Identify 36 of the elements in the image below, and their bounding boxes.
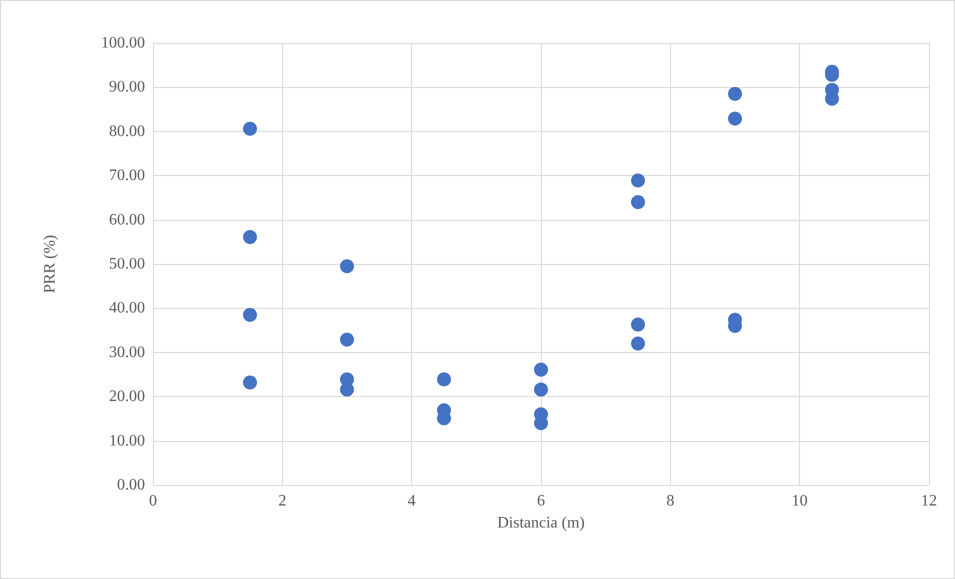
point (437, 372, 451, 386)
y-tick-label: 50.00 (109, 256, 145, 272)
y-tick-label: 60.00 (109, 211, 145, 228)
point (631, 195, 645, 210)
y-axis-title: PRR (%) (42, 234, 58, 294)
x-tick-label: 2 (278, 492, 286, 510)
y-tick-label: 30.00 (109, 344, 145, 361)
y-tick-label: 70.00 (109, 167, 145, 184)
y-tick-label: 100.00 (101, 34, 145, 52)
y-tick-label: 10.00 (109, 432, 145, 450)
point (631, 173, 645, 188)
x-tick-label: 8 (666, 492, 674, 510)
point (340, 332, 354, 347)
point (340, 382, 354, 397)
x-axis-title: Distancia (m) (497, 514, 585, 532)
x-tick-label: 10 (792, 492, 808, 510)
y-tick-label: 80.00 (109, 122, 145, 140)
point (534, 362, 548, 377)
y-tick-label: 90.00 (109, 78, 145, 96)
point (243, 122, 257, 136)
x-tick-label: 6 (537, 492, 545, 510)
x-tick-label: 4 (408, 492, 416, 510)
point (243, 230, 257, 244)
point (728, 112, 742, 126)
point (243, 308, 257, 322)
y-tick-label: 20.00 (109, 388, 145, 406)
point (340, 259, 354, 274)
point (534, 382, 548, 397)
y-tick-label: 0.00 (117, 476, 145, 494)
point (631, 318, 645, 332)
y-tick-label: 40.00 (109, 300, 145, 317)
point (728, 86, 742, 101)
x-tick-label: 0 (149, 492, 157, 510)
point (243, 375, 257, 390)
point (631, 336, 645, 351)
x-tick-label: 12 (921, 492, 937, 510)
